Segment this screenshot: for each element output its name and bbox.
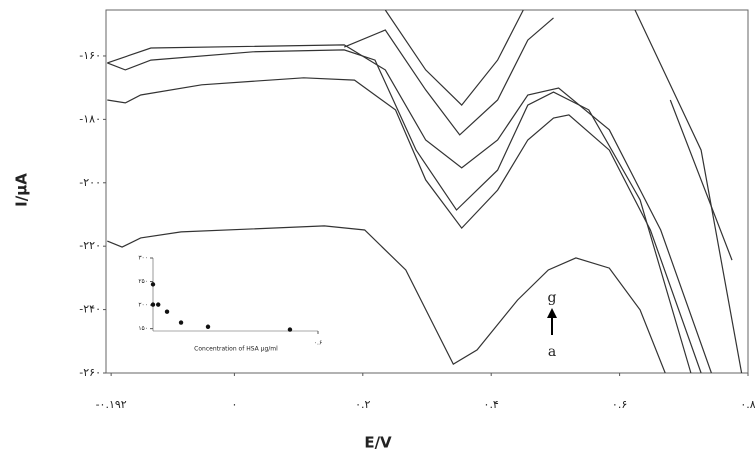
point (164, 309, 170, 314)
y-tick-label: -۲۰۰ (79, 176, 101, 189)
x-axis-label: E/V (364, 434, 392, 452)
inset-x-label: Concentration of HSA μg/ml (194, 346, 278, 353)
y-tick-label: ۲۵۰ (138, 278, 148, 285)
y-tick-label: -۱۸۰ (79, 112, 101, 125)
point (178, 320, 184, 325)
curve (107, 77, 702, 373)
point (287, 327, 293, 332)
annotation: g (548, 290, 557, 306)
x-tick-label: ۰ (231, 398, 237, 411)
y-tick-label: -۲۴۰ (79, 303, 101, 316)
curve (343, 10, 743, 373)
y-axis-label: I/μA (13, 173, 31, 207)
curve (384, 10, 733, 261)
annotation: a (548, 344, 556, 360)
y-tick-label: ۱۵۰ (138, 325, 148, 332)
y-tick-label: -۲۶۰ (79, 366, 101, 379)
point (150, 302, 156, 307)
curve (107, 44, 712, 373)
y-tick-label: -۱۶۰ (79, 49, 101, 62)
x-tick-label: ۰.۶ (612, 398, 627, 411)
point (205, 324, 211, 329)
x-tick-label: -۰.۱۹۲ (96, 398, 127, 411)
curve (107, 49, 692, 373)
y-tick-label: ۲۰۰ (138, 302, 148, 309)
y-tick-label: ۳۰۰ (138, 255, 148, 262)
plot-frame (105, 9, 749, 374)
x-tick-label: ۰.۴ (484, 398, 499, 411)
point (150, 282, 156, 287)
x-tick-label: ۰.۶ (314, 340, 322, 347)
point (156, 302, 161, 307)
x-tick-label: ۰.۲ (355, 398, 370, 411)
y-tick-label: -۲۲۰ (79, 239, 101, 252)
arrow-head (547, 308, 557, 318)
x-tick-label: ۰.۸ (740, 398, 755, 411)
curve (107, 225, 666, 373)
